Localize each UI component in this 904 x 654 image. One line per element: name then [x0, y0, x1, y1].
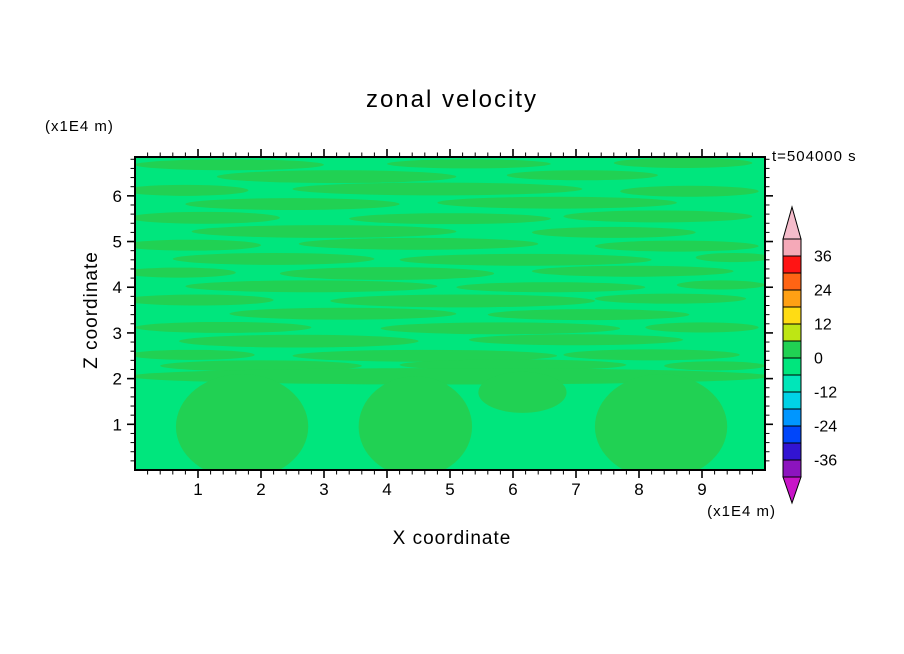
contour-band: [216, 170, 457, 184]
contour-band: [135, 267, 236, 278]
x-tick-label: 8: [634, 480, 643, 499]
contour-band: [487, 309, 690, 321]
contour-band: [594, 240, 759, 252]
colorbar-segment: [782, 238, 802, 257]
colorbar-tick-label: 36: [814, 249, 832, 266]
contour-band: [620, 185, 759, 197]
contour-band: [135, 368, 765, 385]
contour-band: [563, 349, 740, 361]
contour-band: [456, 282, 646, 293]
contour-band: [645, 322, 759, 333]
colorbar-segment: [782, 442, 802, 461]
time-annotation: t=504000 s: [772, 148, 857, 165]
colorbar: 36 24 12 0 -12 -24 -36: [782, 205, 837, 505]
chart-title: zonal velocity: [365, 86, 539, 113]
x-tick-label: 1: [193, 480, 202, 499]
contour-band: [135, 321, 312, 333]
colorbar-segment: [782, 391, 802, 410]
contour-band: [160, 360, 362, 372]
contour-band: [506, 170, 658, 181]
colorbar-segment: [782, 408, 802, 427]
contour-band: [695, 252, 765, 263]
contour-band: [185, 280, 438, 293]
contour-band: [664, 361, 765, 371]
colorbar-tick-label: -36: [814, 453, 837, 470]
colorbar-tick-label: -12: [814, 385, 837, 402]
contour-band: [172, 252, 375, 265]
contour-band: [594, 293, 747, 304]
colorbar-segment: [782, 425, 802, 444]
contour-band: [298, 237, 539, 250]
contour-band: [292, 349, 558, 362]
contour-band: [349, 213, 551, 225]
axis-minor-ticks: [130, 152, 770, 475]
x-tick-label: 5: [445, 480, 454, 499]
colorbar-tick-label: 0: [814, 351, 823, 368]
colorbar-tick-label: 24: [814, 283, 832, 300]
colorbar-segment: [782, 289, 802, 308]
z-tick-label: 6: [113, 187, 122, 206]
colorbar-segment: [782, 374, 802, 393]
contour-band: [179, 334, 419, 348]
contour-band: [135, 239, 261, 251]
contour-band: [676, 280, 765, 290]
colorbar-tick-label: 12: [814, 317, 832, 334]
contour-band: [292, 182, 583, 196]
contour-band: [175, 374, 309, 470]
contour-band: [135, 184, 249, 196]
contour-band: [563, 210, 753, 223]
x-tick-label: 9: [697, 480, 706, 499]
contour-band: [135, 159, 324, 171]
contour-band: [478, 371, 567, 413]
colorbar-segment: [782, 357, 802, 376]
contour-band: [135, 211, 280, 224]
x-tick-label: 6: [508, 480, 517, 499]
contour-band: [185, 198, 400, 211]
colorbar-segment: [782, 323, 802, 342]
axis-ticks: [127, 149, 773, 478]
colorbar-arrow-up: [782, 205, 802, 240]
contour-band: [229, 307, 457, 320]
colorbar-tick-label: -24: [814, 419, 837, 436]
x-axis-title: X coordinate: [392, 528, 512, 549]
colorbar-segment: [782, 340, 802, 359]
contour-band: [594, 374, 728, 470]
x-tick-label: 2: [256, 480, 265, 499]
contour-band: [613, 157, 753, 168]
contour-band: [387, 159, 551, 169]
contour-band: [437, 196, 677, 209]
contour-band: [399, 359, 627, 371]
x-tick-label: 4: [382, 480, 391, 499]
z-tick-label: 3: [113, 324, 122, 343]
colorbar-arrow-down: [782, 476, 802, 505]
colorbar-segment: [782, 272, 802, 291]
z-tick-label: 4: [113, 278, 122, 297]
contour-band: [380, 322, 621, 335]
contour-band: [135, 349, 255, 360]
contour-band: [531, 265, 734, 277]
z-tick-label: 2: [113, 370, 122, 389]
x-tick-label: 3: [319, 480, 328, 499]
colorbar-segment: [782, 459, 802, 478]
y-axis-title: Z coordinate: [81, 251, 102, 369]
contour-band: [468, 334, 684, 346]
contour-band: [191, 225, 457, 238]
contour-band: [330, 294, 595, 308]
x-axis-unit-label: (x1E4 m): [707, 503, 776, 520]
z-tick-label: 1: [113, 415, 122, 434]
z-tick-label: 5: [113, 233, 122, 252]
y-axis-unit-label: (x1E4 m): [45, 118, 114, 135]
contour-field: [135, 157, 765, 470]
contour-band: [358, 376, 473, 470]
contour-band: [135, 294, 274, 306]
contour-band: [399, 253, 652, 266]
contour-plot: 1 2 3 4 5 6 7 8 9 1 2 3 4 5 6: [113, 149, 773, 499]
colorbar-segment: [782, 255, 802, 274]
colorbar-segment: [782, 306, 802, 325]
contour-band: [531, 226, 696, 238]
x-tick-label: 7: [571, 480, 580, 499]
contour-band: [279, 267, 495, 280]
